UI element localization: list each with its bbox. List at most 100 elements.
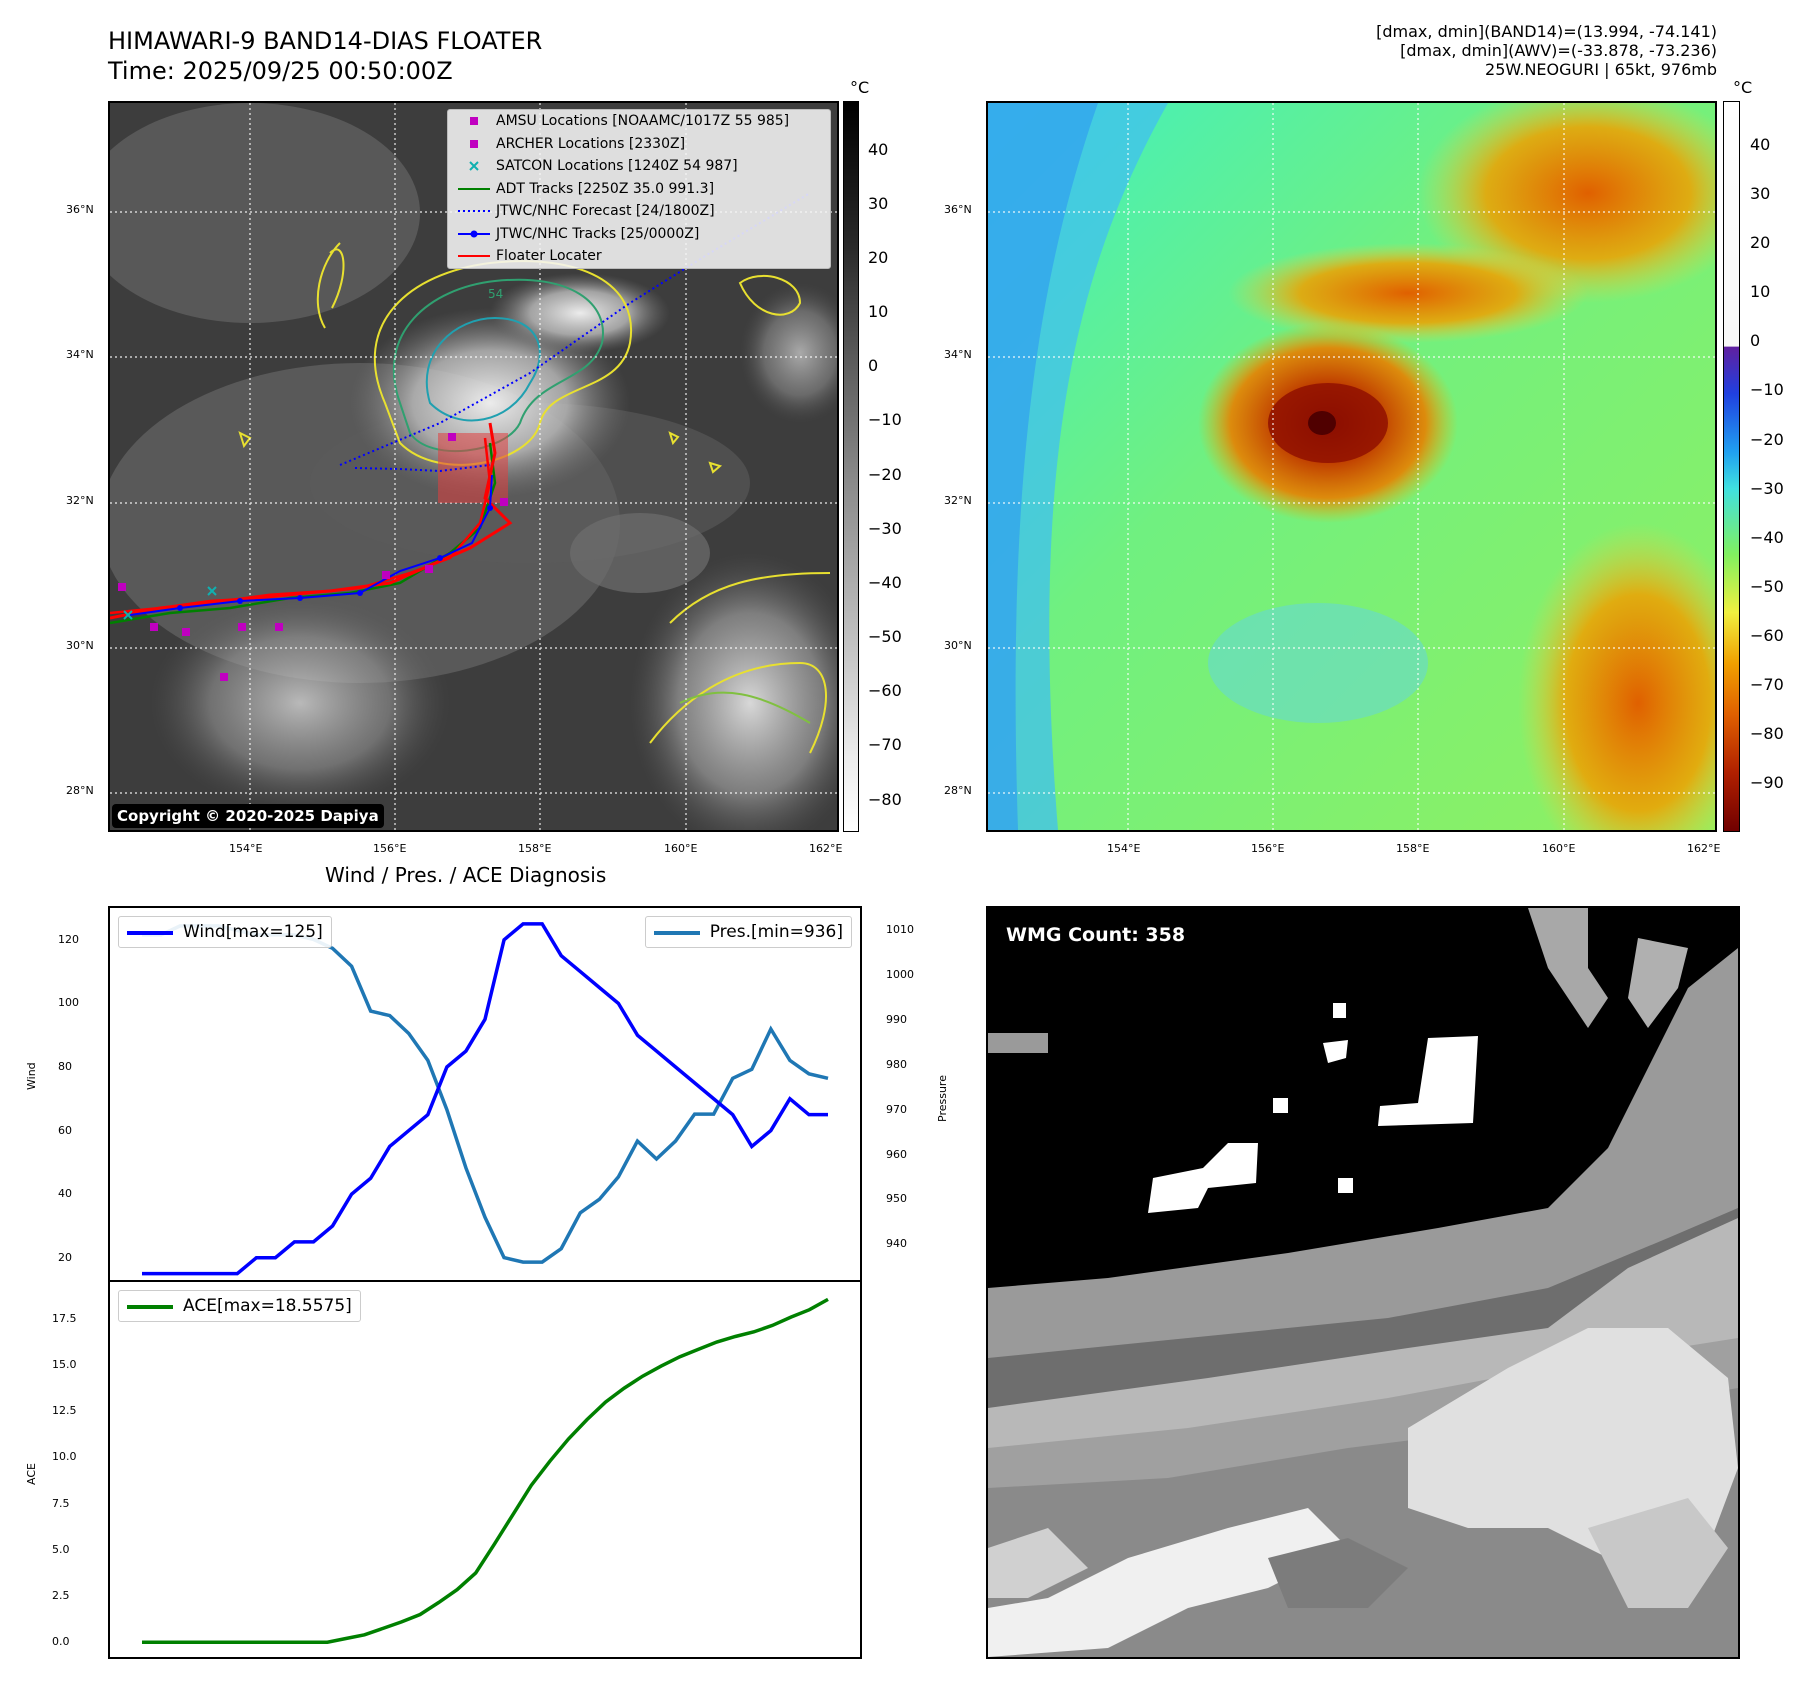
- colorbar-tick: −40: [1750, 527, 1784, 547]
- colorbar-tick: −90: [1750, 772, 1784, 792]
- legend-label: ADT Tracks [2250Z 35.0 991.3]: [496, 180, 715, 197]
- legend-item: JTWC/NHC Tracks [25/0000Z]: [448, 223, 830, 246]
- ace-ytick: 10.0: [52, 1450, 77, 1464]
- legend-item: SATCON Locations [1240Z 54 987]: [448, 155, 830, 178]
- legend-label: ARCHER Locations [2330Z]: [496, 135, 686, 152]
- wind-ytick: 80: [58, 1059, 72, 1073]
- wind-ytick: 120: [58, 932, 79, 946]
- legend-label: Floater Locater: [496, 248, 602, 264]
- ace-legend: ACE[max=18.5575]: [118, 1290, 361, 1322]
- pressure-ytick: 970: [886, 1102, 907, 1116]
- wind-ylabel: Wind: [25, 1062, 38, 1090]
- legend-label: AMSU Locations [NOAAMC/1017Z 55 985]: [496, 113, 790, 129]
- colorbar-tick: −60: [1750, 625, 1784, 645]
- ace-ytick: 17.5: [52, 1311, 77, 1325]
- wind-ytick: 20: [58, 1250, 72, 1264]
- wind-ytick: 60: [58, 1123, 72, 1137]
- lat-label: 32°N: [66, 494, 94, 507]
- colorbar-tick: −30: [1750, 478, 1784, 498]
- wmg-count-label: WMG Count: 358: [1006, 924, 1186, 946]
- colorbar-tick: −40: [868, 572, 902, 592]
- lat-label: 28°N: [66, 784, 94, 797]
- pressure-ytick: 1010: [886, 923, 914, 937]
- pres-legend-key: [653, 931, 700, 935]
- colorbar-tick: 30: [868, 193, 889, 213]
- lon-label: 162°E: [809, 842, 843, 855]
- colorbar-tick: 30: [1750, 184, 1771, 204]
- colorbar-tick: 40: [868, 139, 889, 159]
- pressure-ytick: 980: [886, 1057, 907, 1071]
- awv-map-panel: [986, 101, 1717, 832]
- lon-label: 160°E: [664, 842, 698, 855]
- pressure-ytick: 950: [886, 1192, 907, 1206]
- ace-ytick: 0.0: [52, 1635, 70, 1649]
- lat-label: 32°N: [944, 494, 972, 507]
- colorbar-tick: −20: [868, 464, 902, 484]
- pressure-ytick: 960: [886, 1147, 907, 1161]
- pressure-ytick: 990: [886, 1013, 907, 1027]
- lon-label: 156°E: [1251, 842, 1285, 855]
- stats-band14: [dmax, dmin](BAND14)=(13.994, -74.141): [1376, 22, 1717, 41]
- colorbar-tick: 20: [868, 248, 889, 268]
- wind-legend-key: [127, 931, 173, 935]
- colorbar-tick: 10: [1750, 282, 1771, 302]
- ace-series-line: [142, 1297, 829, 1644]
- wind-pres-panel: Wind[max=125] Pres.[min=936]: [108, 906, 862, 1282]
- lat-label: 34°N: [944, 348, 972, 361]
- storm-info: 25W.NEOGURI | 65kt, 976mb: [1485, 60, 1717, 79]
- wind-legend: Wind[max=125]: [118, 916, 332, 948]
- lon-label: 158°E: [1396, 842, 1430, 855]
- wind-series-line: [142, 922, 828, 1276]
- legend-key-square: [470, 139, 478, 148]
- lat-label: 30°N: [66, 639, 94, 652]
- ace-ytick: 15.0: [52, 1358, 77, 1372]
- colorbar-tick: −50: [1750, 576, 1784, 596]
- diagnosis-title: Wind / Pres. / ACE Diagnosis: [325, 863, 607, 887]
- legend-item: ADT Tracks [2250Z 35.0 991.3]: [448, 178, 830, 201]
- lon-label: 162°E: [1687, 842, 1721, 855]
- legend-item: ARCHER Locations [2330Z]: [448, 133, 830, 156]
- ir-map-panel: 54: [108, 101, 839, 832]
- lat-label: 34°N: [66, 348, 94, 361]
- legend-key-line-dot: [458, 230, 490, 237]
- lat-label: 36°N: [944, 203, 972, 216]
- legend-key-square: [470, 117, 478, 125]
- legend-key-dotted: [458, 210, 490, 212]
- colorbar-tick: −50: [868, 627, 902, 647]
- lat-label: 36°N: [66, 203, 94, 216]
- colorbar-tick: −10: [1750, 380, 1784, 400]
- pressure-ytick: 940: [886, 1237, 907, 1251]
- ace-legend-key: [127, 1305, 173, 1309]
- colorbar-right-unit: °C: [1733, 78, 1753, 97]
- colorbar-tick: 10: [868, 302, 889, 322]
- legend-key-line: [458, 255, 490, 257]
- colorbar-tick: −80: [1750, 723, 1784, 743]
- wmg-image: [988, 908, 1738, 1657]
- legend-label: SATCON Locations [1240Z 54 987]: [496, 158, 738, 174]
- stats-block: [dmax, dmin](BAND14)=(13.994, -74.141) […: [1376, 22, 1717, 79]
- lat-label: 28°N: [944, 784, 972, 797]
- wind-pres-plot: [142, 922, 829, 1276]
- wind-ytick: 40: [58, 1187, 72, 1201]
- colorbar-tick: −80: [868, 789, 902, 809]
- legend-label: JTWC/NHC Forecast [24/1800Z]: [496, 203, 715, 219]
- legend-item: JTWC/NHC Forecast [24/1800Z]: [448, 200, 830, 223]
- stats-awv: [dmax, dmin](AWV)=(-33.878, -73.236): [1400, 41, 1717, 60]
- ace-ytick: 12.5: [52, 1404, 77, 1418]
- lon-label: 156°E: [373, 842, 407, 855]
- map-legend: AMSU Locations [NOAAMC/1017Z 55 985] ARCH…: [447, 109, 831, 269]
- ace-ytick: 7.5: [52, 1496, 70, 1510]
- copyright-label: Copyright © 2020-2025 Dapiya: [112, 804, 384, 828]
- colorbar-tick: −70: [868, 735, 902, 755]
- ace-panel: ACE[max=18.5575]: [108, 1280, 862, 1659]
- colorbar-tick: −30: [868, 518, 902, 538]
- colorbar-tick: 0: [868, 356, 879, 376]
- ace-ytick: 2.5: [52, 1589, 70, 1603]
- chart-title: HIMAWARI-9 BAND14-DIAS FLOATER Time: 2025…: [108, 27, 543, 85]
- wmg-panel: WMG Count: 358: [986, 906, 1740, 1659]
- lon-label: 160°E: [1542, 842, 1576, 855]
- lon-label: 158°E: [518, 842, 552, 855]
- pres-legend: Pres.[min=936]: [644, 916, 852, 948]
- ace-plot: [142, 1297, 829, 1644]
- lon-label: 154°E: [229, 842, 263, 855]
